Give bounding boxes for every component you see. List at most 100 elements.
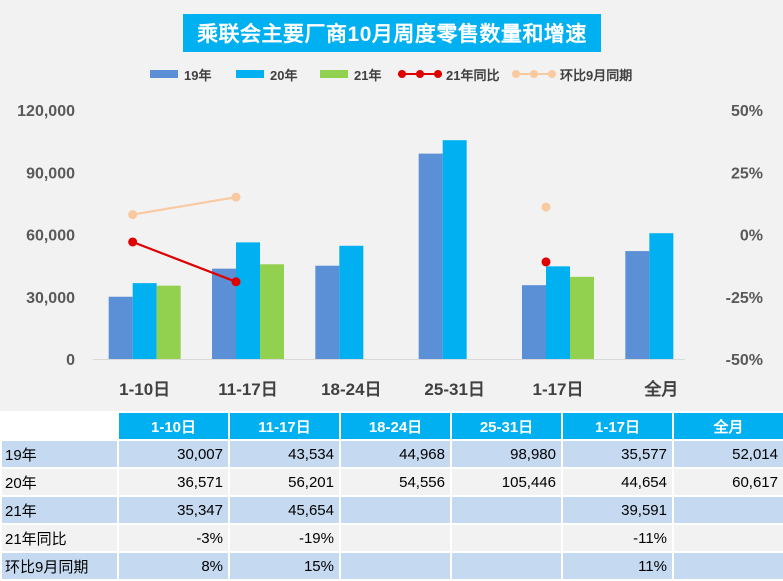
table-cell: -3% — [117, 523, 230, 553]
y-left-tick-label: 60,000 — [26, 228, 75, 245]
table-cell: 11% — [561, 551, 674, 581]
table-cell — [672, 551, 783, 581]
table-header-row: 1-10日 11-17日 18-24日 25-31日 1-17日 全月 — [0, 411, 783, 441]
y-right-tick-label: 0% — [740, 228, 763, 245]
legend-swatch-20 — [236, 70, 264, 78]
legend-label-19: 19年 — [184, 67, 212, 83]
table-cell: 105,446 — [450, 467, 563, 497]
table-cell: 56,201 — [228, 467, 341, 497]
table-header-cell: 全月 — [672, 411, 783, 441]
y-right-tick-label: -50% — [726, 352, 763, 369]
table-cell — [450, 551, 563, 581]
line-segment-环比9月同期 — [132, 196, 237, 216]
table-header-cell: 1-17日 — [561, 411, 674, 441]
point-环比9月同期-1-10日 — [128, 210, 138, 220]
chart-legend: 19年 20年 21年 21年同比 环比9月 — [0, 64, 783, 84]
table-corner-cell — [0, 411, 119, 441]
legend-swatch-mom — [512, 68, 556, 80]
table-cell: -19% — [228, 523, 341, 553]
table-cell: 98,980 — [450, 439, 563, 469]
table-cell: 60,617 — [672, 467, 783, 497]
table-cell — [450, 523, 563, 553]
x-tick-label: 18-24日 — [321, 380, 381, 399]
table-cell: 35,577 — [561, 439, 674, 469]
bar-21年-1-17日 — [570, 276, 594, 359]
chart-area: 乘联会主要厂商10月周度零售数量和增速 19年 20年 21年 21年同比 — [0, 0, 783, 411]
table-row-label: 环比9月同期 — [0, 551, 119, 581]
y-left-tick-label: 30,000 — [26, 290, 75, 307]
table-row-label: 21年同比 — [0, 523, 119, 553]
chart-plot: 0 30,000 60,000 90,000 120,000 -50% -25% 0% 25% 5… — [17, 103, 763, 399]
table-row: 21年 35,347 45,654 39,591 — [0, 495, 783, 525]
bar-20年-18-24日 — [339, 245, 364, 359]
table-cell — [339, 495, 452, 525]
legend-swatch-19 — [150, 70, 178, 78]
bar-21年-11-17日 — [260, 264, 284, 359]
data-table: 1-10日 11-17日 18-24日 25-31日 1-17日 全月 19年 … — [0, 411, 783, 581]
table-header-cell: 25-31日 — [450, 411, 563, 441]
table-row-label: 21年 — [0, 495, 119, 525]
table-header-cell: 11-17日 — [228, 411, 341, 441]
bar-19年-25-31日 — [418, 153, 443, 359]
legend-label-20: 20年 — [270, 67, 298, 83]
bar-21年-1-10日 — [156, 285, 181, 359]
table-cell — [339, 523, 452, 553]
bar-20年-11-17日 — [236, 242, 260, 359]
table-cell: 8% — [117, 551, 230, 581]
table-row: 19年 30,007 43,534 44,968 98,980 35,577 5… — [0, 439, 783, 469]
legend-label-mom: 环比9月同期 — [560, 67, 633, 83]
y-left-tick-label: 120,000 — [17, 103, 75, 120]
legend-swatch-yoy — [398, 68, 442, 80]
legend-label-yoy: 21年同比 — [446, 67, 500, 83]
legend-item-21: 21年 — [320, 64, 381, 84]
table-row-label: 20年 — [0, 467, 119, 497]
table-cell: 44,654 — [561, 467, 674, 497]
table-cell: 30,007 — [117, 439, 230, 469]
legend-item-yoy: 21年同比 — [398, 64, 499, 84]
bar-20年-1-17日 — [546, 266, 570, 359]
x-tick-label: 全月 — [643, 379, 678, 399]
table-cell: 39,591 — [561, 495, 674, 525]
table-cell — [339, 551, 452, 581]
bar-19年-1-10日 — [108, 296, 133, 359]
x-tick-label: 1-17日 — [532, 380, 583, 399]
x-tick-label: 1-10日 — [119, 380, 170, 399]
legend-item-mom: 环比9月同期 — [512, 64, 632, 84]
table-cell: 36,571 — [117, 467, 230, 497]
y-right-tick-label: -25% — [726, 290, 763, 307]
line-segment-21年同比 — [132, 240, 237, 283]
table-header-cell: 1-10日 — [117, 411, 230, 441]
bar-20年-25-31日 — [442, 140, 467, 359]
point-环比9月同期-11-17日 — [231, 192, 241, 202]
point-环比9月同期-1-17日 — [541, 202, 551, 212]
table-cell — [672, 495, 783, 525]
table-cell: 44,968 — [339, 439, 452, 469]
table-cell: 15% — [228, 551, 341, 581]
bar-19年-全月 — [625, 251, 650, 359]
bar-19年-1-17日 — [522, 285, 546, 359]
bar-20年-全月 — [649, 233, 674, 359]
bar-20年-1-10日 — [132, 283, 157, 359]
table-row-label: 19年 — [0, 439, 119, 469]
table-header-cell: 18-24日 — [339, 411, 452, 441]
y-right-tick-label: 25% — [731, 165, 763, 182]
table-cell: 43,534 — [228, 439, 341, 469]
x-tick-label: 11-17日 — [218, 380, 278, 399]
table-cell: 45,654 — [228, 495, 341, 525]
legend-label-21: 21年 — [354, 67, 382, 83]
table-row: 20年 36,571 56,201 54,556 105,446 44,654 … — [0, 467, 783, 497]
x-tick-label: 25-31日 — [424, 380, 484, 399]
y-left-tick-label: 90,000 — [26, 165, 75, 182]
table-cell — [672, 523, 783, 553]
point-21年同比-1-17日 — [541, 257, 551, 267]
y-left-tick-label: 0 — [66, 352, 75, 369]
point-21年同比-1-10日 — [128, 237, 138, 247]
point-21年同比-11-17日 — [231, 277, 241, 287]
legend-item-19: 19年 — [150, 64, 211, 84]
table-row: 环比9月同期 8% 15% 11% — [0, 551, 783, 581]
bar-19年-18-24日 — [315, 265, 340, 359]
table-row: 21年同比 -3% -19% -11% — [0, 523, 783, 553]
table-cell: -11% — [561, 523, 674, 553]
table-cell — [450, 495, 563, 525]
legend-item-20: 20年 — [236, 64, 297, 84]
